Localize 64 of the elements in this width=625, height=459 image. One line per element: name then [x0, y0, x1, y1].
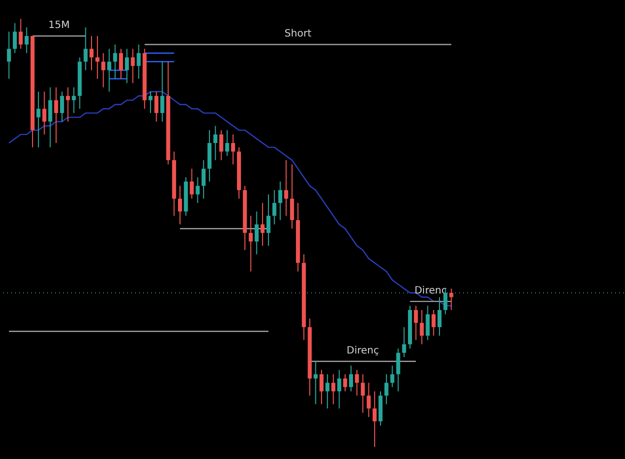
- candlestick: [84, 26, 88, 71]
- candlestick: [178, 185, 182, 225]
- series-label: 15M: [48, 20, 70, 31]
- candlestick: [402, 326, 406, 358]
- candlestick: [290, 164, 294, 230]
- candlestick: [260, 202, 265, 246]
- candlestick: [349, 365, 354, 392]
- candlestick: [272, 190, 276, 225]
- candlestick: [101, 52, 106, 88]
- candlestick: [12, 22, 17, 54]
- candlestick: [343, 374, 348, 392]
- candlestick: [213, 125, 218, 161]
- candlestick: [36, 91, 40, 148]
- candlestick: [148, 91, 152, 114]
- candlestick: [160, 61, 164, 122]
- candlestick: [396, 348, 400, 392]
- candlestick: [354, 369, 359, 396]
- candlestick: [337, 369, 342, 409]
- candlestick: [372, 390, 377, 448]
- candlestick: [24, 26, 29, 54]
- candlestick: [248, 215, 253, 272]
- candlestick: [95, 35, 100, 80]
- candlestick: [320, 369, 324, 405]
- series-label: Direnç: [346, 345, 380, 356]
- candlestick: [449, 288, 454, 310]
- candlestick: [130, 48, 135, 84]
- candlestick: [107, 48, 112, 92]
- candlestick: [225, 130, 230, 156]
- candlestick: [284, 160, 288, 216]
- candlestick: [190, 168, 194, 200]
- candlestick: [384, 374, 388, 405]
- candlestick: [72, 86, 76, 114]
- candlestick: [60, 91, 64, 122]
- candlestick: [18, 18, 23, 50]
- candlestick: [426, 305, 430, 340]
- candlestick: [420, 309, 424, 345]
- candlestick: [54, 86, 58, 144]
- candlestick: [6, 31, 11, 80]
- candlestick: [432, 309, 436, 336]
- candlestick: [48, 86, 52, 148]
- candlestick: [314, 360, 318, 405]
- candlestick: [154, 91, 158, 122]
- candlestick: [196, 176, 200, 204]
- candlestick: [366, 382, 371, 418]
- candlestick: [266, 194, 270, 246]
- candlestick: [254, 211, 259, 255]
- candlestick: [136, 44, 141, 80]
- candlestick: [90, 35, 94, 71]
- candlestick: [231, 134, 236, 165]
- candlestick: [390, 365, 394, 388]
- candlestick: [325, 374, 330, 409]
- candlestick: [202, 160, 206, 200]
- candlestick: [278, 181, 282, 221]
- candlestick: [42, 91, 46, 135]
- candlestick: [113, 44, 118, 80]
- candlestick: [66, 86, 70, 122]
- series-label: Short: [284, 28, 312, 40]
- candlestick: [414, 305, 418, 340]
- candlestick: [437, 296, 442, 336]
- candlestick: [219, 130, 224, 161]
- candlestick: [331, 374, 336, 405]
- candlestick: [119, 48, 124, 80]
- candlestick: [360, 374, 365, 414]
- candlestick: [124, 48, 129, 84]
